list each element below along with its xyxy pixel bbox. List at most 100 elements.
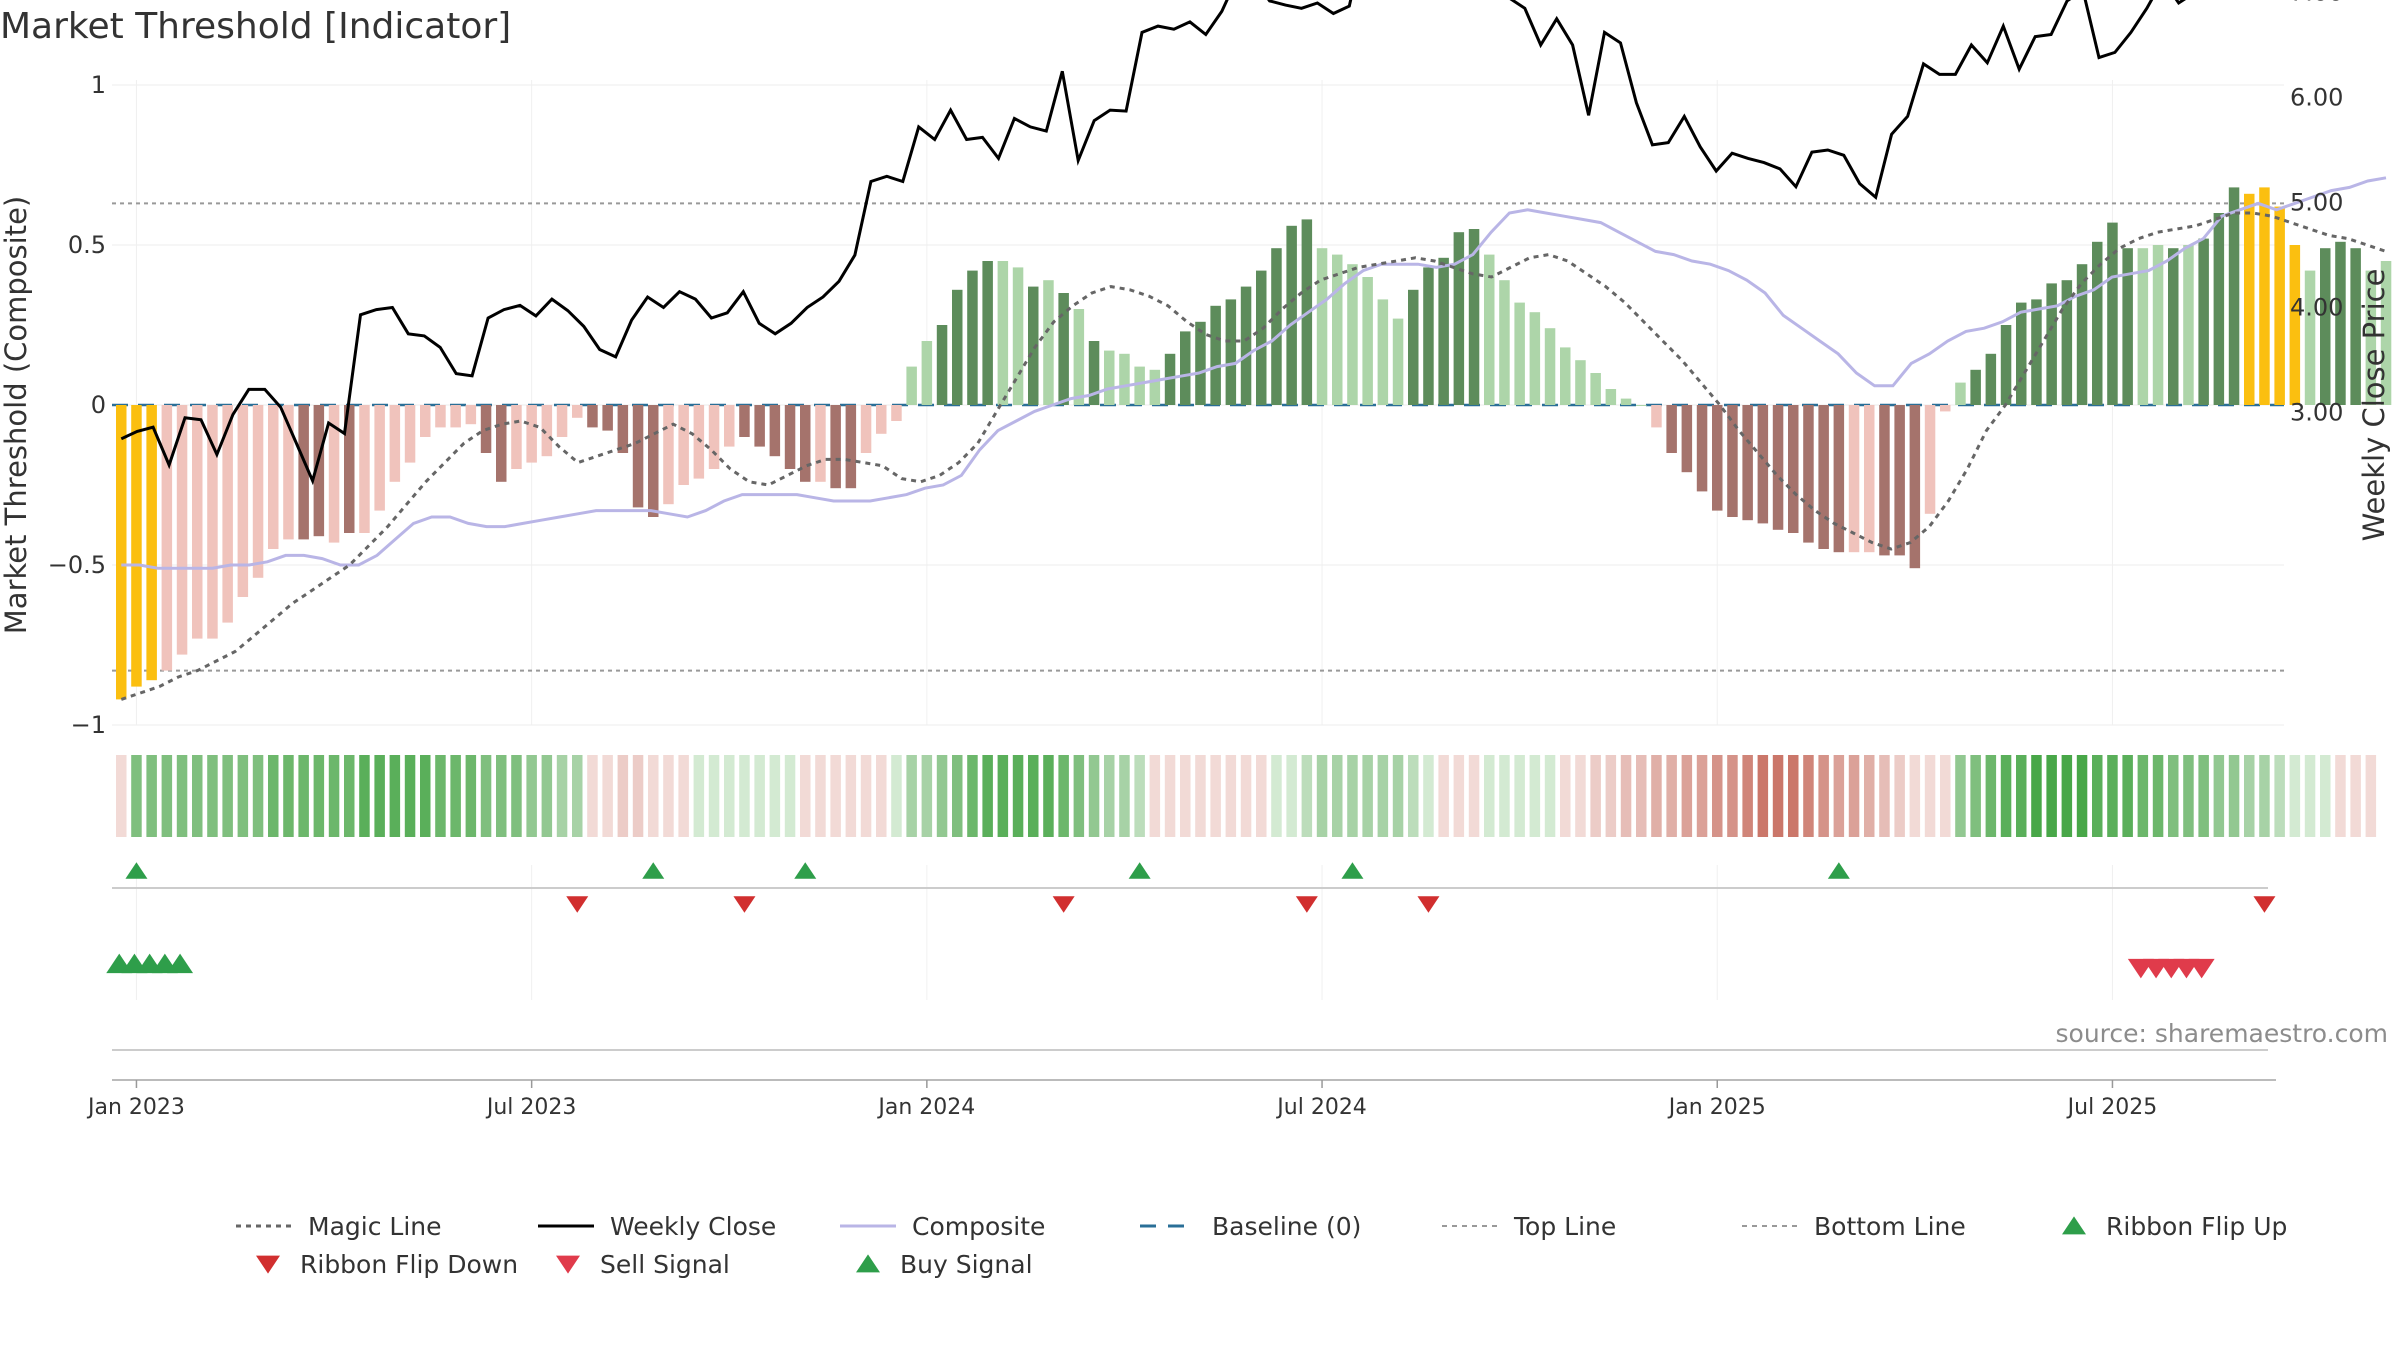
composite-bar xyxy=(131,405,142,687)
composite-bar xyxy=(1149,369,1161,405)
composite-bar xyxy=(2274,206,2285,405)
legend-item: Magic Line xyxy=(236,1212,442,1241)
ribbon-cell xyxy=(921,755,933,837)
ribbon-cell xyxy=(116,755,127,837)
composite-bar xyxy=(450,405,461,428)
ribbon-cell xyxy=(1666,755,1677,837)
composite-bar xyxy=(1803,405,1814,543)
composite-bar xyxy=(374,405,385,511)
composite-bar xyxy=(572,405,583,418)
composite-bar xyxy=(830,405,841,489)
composite-bar xyxy=(1484,254,1495,405)
composite-bar xyxy=(1119,353,1130,405)
ribbon-cell xyxy=(1271,755,1282,837)
composite-bar xyxy=(2076,264,2088,405)
composite-bar xyxy=(1028,286,1039,405)
composite-bar xyxy=(2092,241,2103,405)
composite-bar xyxy=(997,261,1009,405)
ribbon-cell xyxy=(2198,755,2209,837)
composite-bar xyxy=(2061,280,2073,405)
composite-bar xyxy=(2168,248,2179,405)
left-tick-label: 0 xyxy=(91,391,106,419)
ribbon-cell xyxy=(1012,755,1024,837)
ribbon-cell xyxy=(724,755,735,837)
composite-bar xyxy=(1833,405,1845,553)
composite-bar xyxy=(268,405,279,549)
right-tick-label: 7.00 xyxy=(2290,0,2343,7)
signal-lane xyxy=(106,953,2268,1051)
composite-bar xyxy=(328,405,340,543)
ribbon-flip-down-marker xyxy=(733,896,756,913)
composite-bar xyxy=(2000,325,2012,405)
ribbon-cell xyxy=(1696,755,1708,837)
ribbon-cell xyxy=(268,755,279,837)
composite-bar xyxy=(1909,405,1921,569)
ribbon-cell xyxy=(1043,755,1054,837)
ribbon-cell xyxy=(1499,755,1510,837)
composite-bar xyxy=(1316,248,1328,405)
ribbon-cell xyxy=(1620,755,1632,837)
composite-bar xyxy=(1392,318,1404,405)
legend-label: Baseline (0) xyxy=(1212,1212,1361,1241)
ribbon-cell xyxy=(1636,755,1647,837)
right-tick-label: 3.00 xyxy=(2290,399,2343,427)
sell-signal-marker xyxy=(2188,958,2215,979)
legend-label: Top Line xyxy=(1513,1212,1616,1241)
ribbon-cell xyxy=(1119,755,1130,837)
x-tick-label: Jul 2024 xyxy=(1275,1095,1367,1120)
x-tick-label: Jan 2025 xyxy=(1667,1095,1766,1120)
composite-bar xyxy=(176,405,188,655)
source-label: source: sharemaestro.com xyxy=(2056,1019,2389,1048)
composite-bar xyxy=(2350,248,2361,405)
ribbon-cell xyxy=(648,755,659,837)
composite-bar xyxy=(1210,305,1221,405)
ribbon-flip-down-marker xyxy=(2253,896,2276,913)
ribbon-cell xyxy=(1909,755,1921,837)
ribbon-cell xyxy=(1377,755,1389,837)
left-tick-label: 1 xyxy=(91,71,106,99)
composite-bar xyxy=(2244,193,2255,405)
composite-bar xyxy=(2380,261,2392,405)
x-tick-label: Jul 2023 xyxy=(485,1095,577,1120)
composite-bar xyxy=(1651,405,1662,428)
series-lines xyxy=(120,0,2387,701)
legend-label: Sell Signal xyxy=(600,1250,730,1279)
ribbon-cell xyxy=(1970,755,1981,837)
ribbon-cell xyxy=(435,755,446,837)
gridlines xyxy=(112,80,2284,1000)
left-tick-label: 0.5 xyxy=(68,231,106,259)
composite-bar xyxy=(1727,405,1738,517)
ribbon-cell xyxy=(222,755,233,837)
composite-bar xyxy=(815,405,826,482)
ribbon-cell xyxy=(1468,755,1480,837)
ribbon-cell xyxy=(237,755,249,837)
composite-bar xyxy=(1772,405,1784,530)
ribbon-cell xyxy=(1073,755,1085,837)
composite-bar xyxy=(2259,187,2270,405)
ribbon-cell xyxy=(1149,755,1161,837)
ribbon-cell xyxy=(1256,755,1267,837)
ribbon-cell xyxy=(1286,755,1297,837)
ribbon-cell xyxy=(1742,755,1753,837)
composite-bar xyxy=(1088,341,1100,405)
ribbon-cell xyxy=(800,755,811,837)
ribbon-cell xyxy=(1605,755,1617,837)
ribbon-flip-lane xyxy=(112,862,2276,913)
ribbon-flip-up-marker xyxy=(1341,862,1364,879)
legend-swatch xyxy=(556,1255,580,1274)
ribbon-cell xyxy=(1590,755,1601,837)
composite-bar xyxy=(663,405,674,505)
ribbon-cell xyxy=(1088,755,1100,837)
ribbon-cell xyxy=(587,755,598,837)
weekly-close-line xyxy=(120,0,2187,486)
composite-bar xyxy=(936,325,948,405)
ribbon-cell xyxy=(1803,755,1814,837)
composite-bar xyxy=(359,405,370,533)
left-axis-label: Market Threshold (Composite) xyxy=(0,196,33,634)
composite-bar xyxy=(617,405,629,453)
ribbon-cell xyxy=(1894,755,1905,837)
composite-bar xyxy=(1879,405,1890,556)
ribbon-cell xyxy=(252,755,264,837)
composite-bar xyxy=(1818,405,1829,549)
ribbon-cell xyxy=(1180,755,1191,837)
